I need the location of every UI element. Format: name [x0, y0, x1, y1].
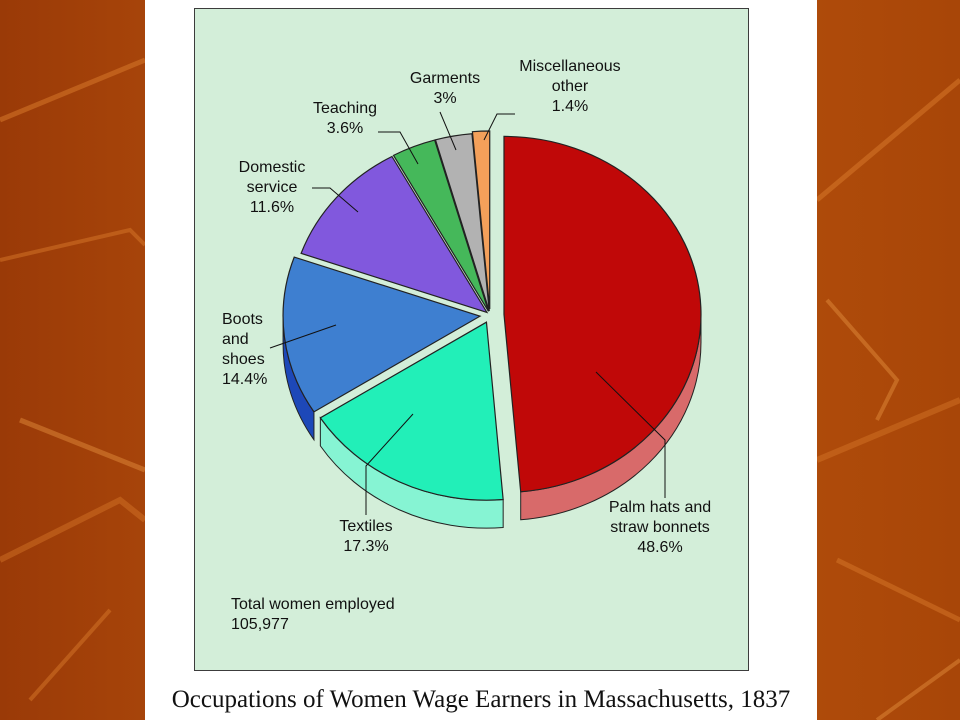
- label-miscellaneous: Miscellaneous other 1.4%: [519, 58, 621, 115]
- slice-teaching: [392, 139, 490, 312]
- left-decorative-border: [0, 0, 145, 720]
- label-textiles: Textiles 17.3%: [339, 518, 393, 555]
- leader-domestic-service: [312, 187, 359, 213]
- slice-palm-hats: [503, 135, 702, 493]
- label-boots-shoes: Boots and shoes 14.4%: [222, 311, 268, 388]
- slice-garments: [434, 133, 490, 312]
- label-teaching: Teaching 3.6%: [312, 100, 378, 137]
- slice-miscellaneous: [471, 130, 491, 310]
- leader-miscellaneous: [483, 113, 515, 141]
- chart-caption: Occupations of Women Wage Earners in Mas…: [171, 686, 791, 713]
- leader-garments: [439, 111, 457, 151]
- slice-domestic-service: [300, 155, 489, 314]
- leader-boots-shoes: [269, 324, 337, 349]
- leaf-pattern-right: [817, 78, 960, 720]
- leader-teaching: [378, 131, 419, 165]
- slice-boots-shoes: [282, 256, 482, 413]
- slice-textiles: [319, 321, 504, 501]
- right-decorative-border: [817, 0, 960, 720]
- total-note: Total women employed 105,977: [231, 596, 395, 633]
- leader-palm-hats: [595, 371, 666, 498]
- label-domestic-service: Domestic service 11.6%: [238, 159, 306, 216]
- label-palm-hats: Palm hats and straw bonnets 48.6%: [608, 499, 712, 556]
- leaf-pattern-left: [0, 57, 145, 702]
- leader-textiles: [365, 413, 414, 515]
- label-garments: Garments 3%: [409, 70, 481, 107]
